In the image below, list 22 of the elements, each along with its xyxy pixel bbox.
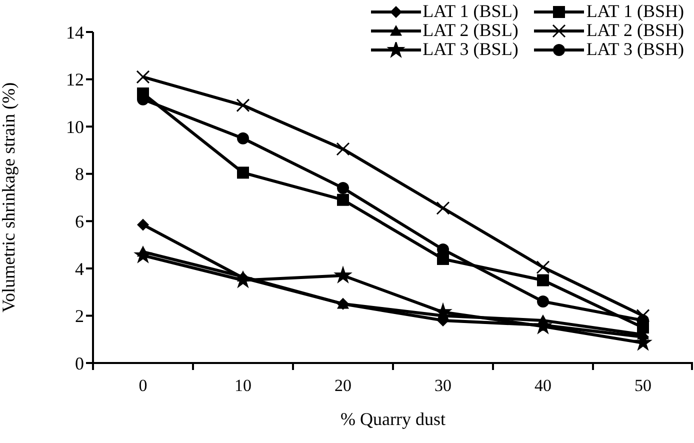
legend-label: LAT 3 (BSH) [586,39,684,59]
x-tick-label: 30 [434,376,452,395]
legend-label: LAT 2 (BSL) [422,20,518,40]
x-axis-title: % Quarry dust [340,409,446,429]
x-tick-label: 20 [334,376,352,395]
y-tick-label: 0 [75,353,84,374]
y-tick-label: 2 [75,306,84,326]
legend-label: LAT 2 (BSH) [586,20,684,40]
y-tick-label: 4 [75,258,84,279]
legend-label: LAT 1 (BSH) [586,1,684,21]
y-axis-title: Volumetric shrinkage strain (%) [0,82,18,313]
x-tick-label: 10 [234,376,252,395]
x-tick-label: 40 [534,376,552,395]
legend-label: LAT 1 (BSL) [422,1,518,21]
y-tick-label: 8 [75,164,84,184]
legend-label: LAT 3 (BSL) [422,39,518,59]
x-tick-label: 50 [634,376,652,395]
x-tick-label: 0 [138,376,148,395]
y-tick-label: 6 [75,212,84,232]
y-tick-label: 10 [66,116,84,137]
y-tick-label: 12 [66,70,84,90]
y-tick-label: 14 [66,22,84,42]
